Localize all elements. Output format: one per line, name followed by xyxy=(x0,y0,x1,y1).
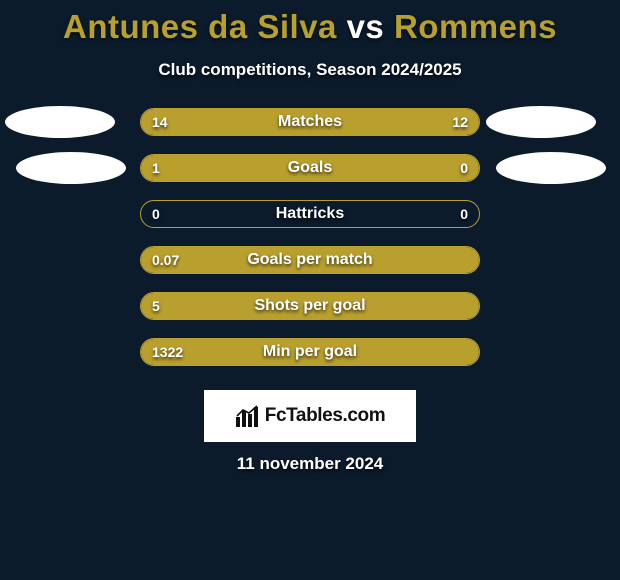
bar-track xyxy=(140,292,480,320)
player-silhouette xyxy=(5,106,115,138)
bar-fill xyxy=(141,247,479,273)
bar-track xyxy=(140,338,480,366)
bar-track xyxy=(140,200,480,228)
comparison-card: Antunes da Silva vs Rommens Club competi… xyxy=(0,0,620,580)
stat-row: Hattricks00 xyxy=(0,200,620,230)
player1-name: Antunes da Silva xyxy=(63,8,337,45)
player-silhouette xyxy=(496,152,606,184)
bar-fill xyxy=(141,339,479,365)
player-silhouette xyxy=(486,106,596,138)
bar-track xyxy=(140,154,480,182)
player2-name: Rommens xyxy=(394,8,557,45)
bar-fill xyxy=(141,293,479,319)
subtitle: Club competitions, Season 2024/2025 xyxy=(0,60,620,80)
bar-left-fill xyxy=(141,109,310,135)
bar-right-fill xyxy=(310,109,479,135)
stats-chart: Matches1412Goals10Hattricks00Goals per m… xyxy=(0,108,620,388)
date-label: 11 november 2024 xyxy=(0,454,620,474)
bars-icon xyxy=(235,405,261,427)
bar-track xyxy=(140,108,480,136)
fctables-logo: FcTables.com xyxy=(204,390,416,442)
bar-track xyxy=(140,246,480,274)
logo-text: FcTables.com xyxy=(265,405,386,427)
stat-row: Shots per goal5 xyxy=(0,292,620,322)
page-title: Antunes da Silva vs Rommens xyxy=(0,0,620,46)
bar-right-fill xyxy=(405,155,479,181)
stat-row: Goals per match0.07 xyxy=(0,246,620,276)
bar-left-fill xyxy=(141,155,405,181)
vs-text: vs xyxy=(337,8,394,45)
player-silhouette xyxy=(16,152,126,184)
stat-row: Min per goal1322 xyxy=(0,338,620,368)
